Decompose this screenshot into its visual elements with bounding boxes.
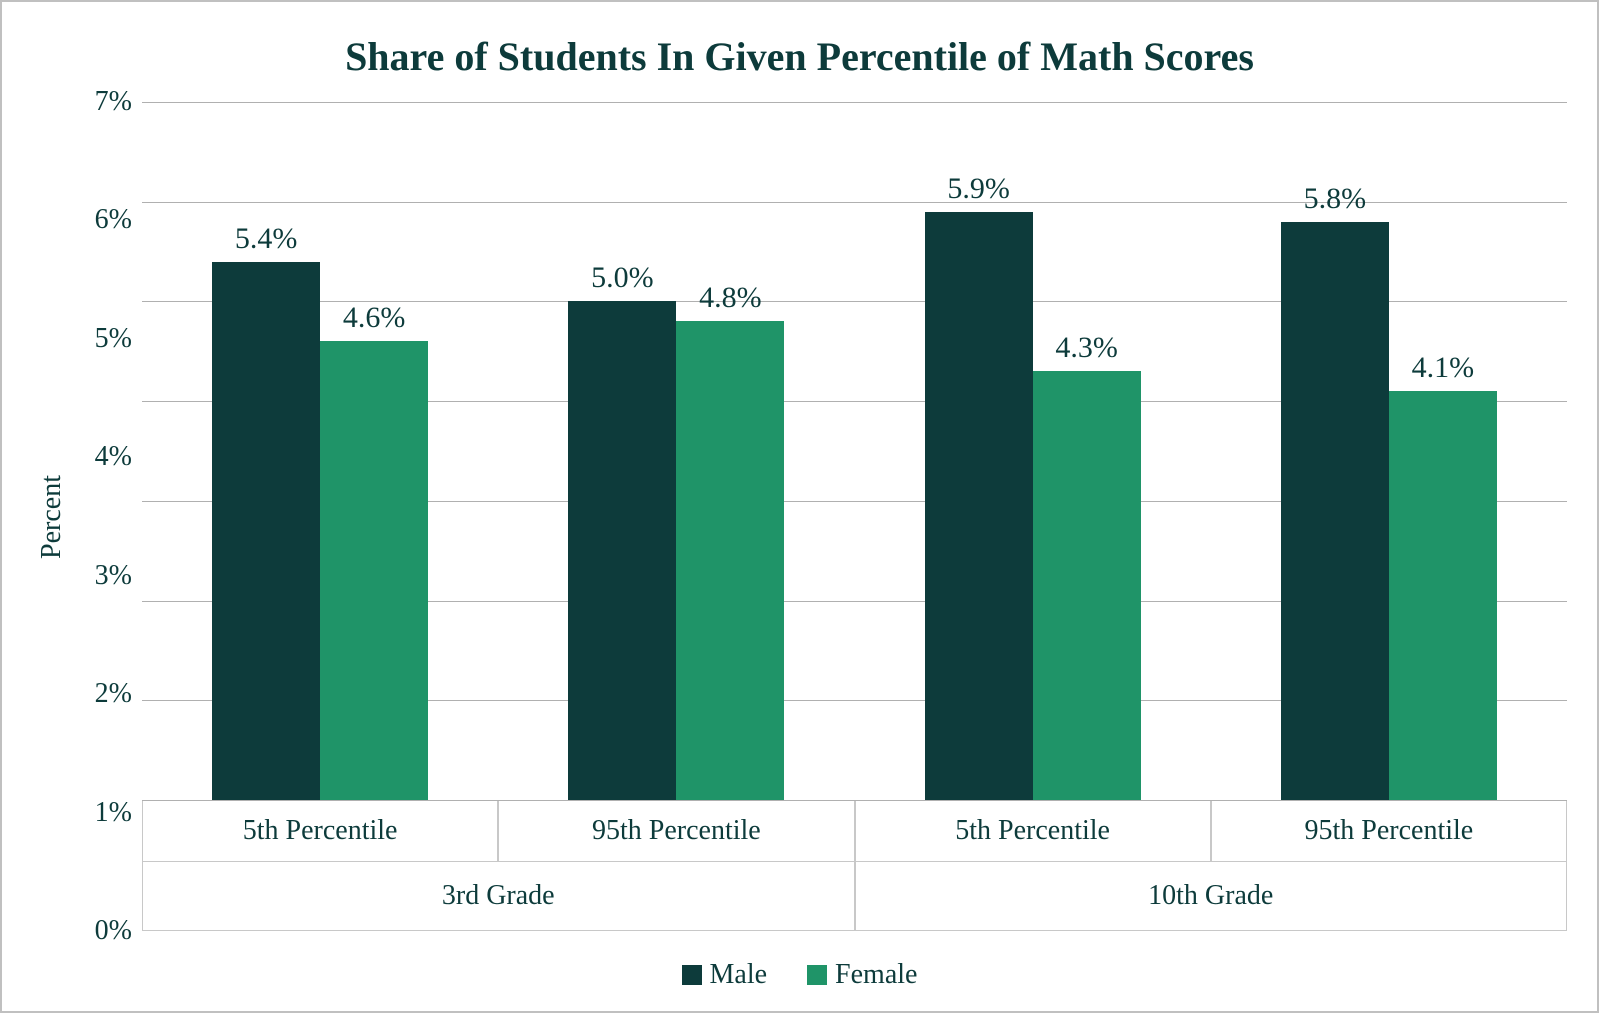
legend-item: Male xyxy=(682,959,768,991)
bar: 5.9% xyxy=(925,212,1033,800)
x-axis-primary: 5th Percentile95th Percentile5th Percent… xyxy=(142,801,1567,862)
chart-container: Share of Students In Given Percentile of… xyxy=(0,0,1599,1013)
bar-value-label: 5.8% xyxy=(1259,182,1410,222)
bar-value-label: 4.1% xyxy=(1367,351,1518,391)
x-tick-primary: 95th Percentile xyxy=(1211,801,1567,862)
x-tick-primary: 5th Percentile xyxy=(855,801,1211,862)
bar-value-label: 5.4% xyxy=(191,222,342,262)
bar: 5.4% xyxy=(212,262,320,800)
bar-value-label: 4.6% xyxy=(299,301,450,341)
bar: 5.0% xyxy=(568,301,676,800)
x-tick-primary: 95th Percentile xyxy=(498,801,854,862)
legend-label: Female xyxy=(835,959,917,991)
bar-value-label: 4.8% xyxy=(655,281,806,321)
legend: Male Female xyxy=(32,931,1567,991)
y-axis-label: Percent xyxy=(36,475,68,559)
plot-area: 5.4%4.6%5.0%4.8%5.9%4.3%5.8%4.1% xyxy=(142,102,1567,801)
y-axis-ticks: 7%6%5%4%3%2%1%0% xyxy=(72,102,142,931)
bar: 4.6% xyxy=(320,341,428,800)
bar-group: 5.9%4.3% xyxy=(855,102,1211,800)
bar-value-label: 5.9% xyxy=(903,172,1054,212)
x-axis-secondary: 3rd Grade10th Grade xyxy=(142,862,1567,931)
bar-group: 5.0%4.8% xyxy=(498,102,854,800)
legend-label: Male xyxy=(710,959,768,991)
bar-group: 5.8%4.1% xyxy=(1211,102,1567,800)
plot-wrap: 5.4%4.6%5.0%4.8%5.9%4.3%5.8%4.1% 5th Per… xyxy=(142,102,1567,931)
y-axis-label-wrap: Percent xyxy=(32,102,72,931)
legend-swatch xyxy=(807,965,827,985)
x-tick-secondary: 10th Grade xyxy=(855,862,1568,931)
bar: 4.3% xyxy=(1033,371,1141,800)
chart-title: Share of Students In Given Percentile of… xyxy=(32,22,1567,102)
bar: 4.8% xyxy=(676,321,784,800)
legend-item: Female xyxy=(807,959,917,991)
bar-group: 5.4%4.6% xyxy=(142,102,498,800)
chart-body: Percent 7%6%5%4%3%2%1%0% 5.4%4.6%5.0%4.8… xyxy=(32,102,1567,931)
x-tick-secondary: 3rd Grade xyxy=(142,862,855,931)
bar-value-label: 4.3% xyxy=(1011,331,1162,371)
bars-layer: 5.4%4.6%5.0%4.8%5.9%4.3%5.8%4.1% xyxy=(142,102,1567,800)
x-tick-primary: 5th Percentile xyxy=(142,801,498,862)
bar: 5.8% xyxy=(1281,222,1389,800)
legend-swatch xyxy=(682,965,702,985)
bar: 4.1% xyxy=(1389,391,1497,800)
